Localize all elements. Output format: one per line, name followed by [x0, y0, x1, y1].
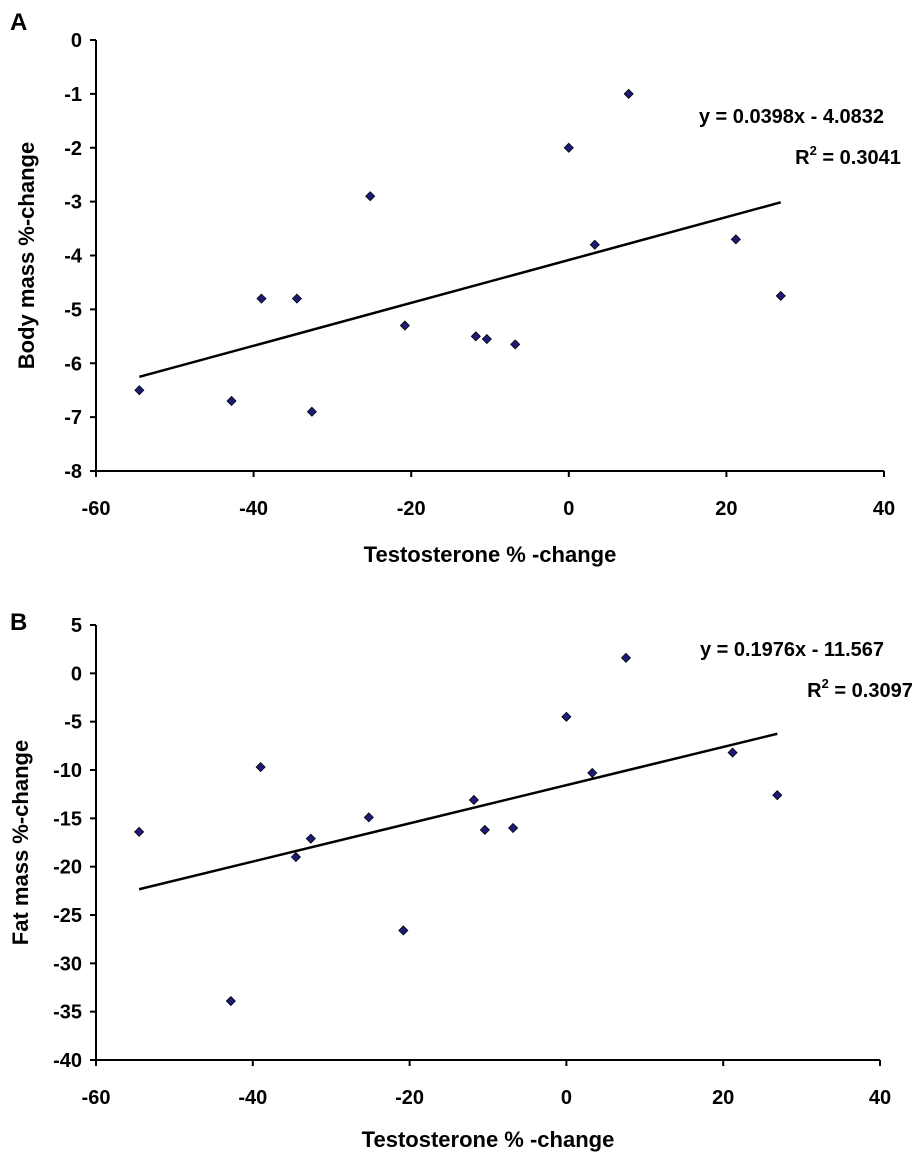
- x-tick-label: 20: [712, 1087, 734, 1109]
- r-squared-symbol: R: [807, 680, 822, 702]
- r-squared-exponent: 2: [810, 143, 817, 158]
- r-squared-label: R2 = 0.3041: [795, 143, 901, 169]
- trend-line: [139, 201, 782, 379]
- r-squared-value: = 0.3097: [829, 680, 913, 702]
- y-tick-label: -2: [64, 138, 82, 160]
- y-tick-label: -15: [53, 808, 82, 830]
- trendline-equation: y = 0.1976x - 11.567: [700, 639, 884, 661]
- x-tick-label: -40: [238, 1087, 267, 1109]
- data-point: [468, 794, 479, 806]
- data-point: [226, 395, 237, 407]
- data-point: [479, 824, 490, 835]
- panel-b: B 50-5-10-15-20-25-30-35-40-60 -40 -20 0 20 40…: [8, 609, 913, 1152]
- data-point: [730, 234, 741, 245]
- data-point: [306, 406, 317, 417]
- data-point: [290, 851, 301, 863]
- y-tick-label: -1: [64, 84, 82, 106]
- data-point: [225, 995, 236, 1007]
- data-point: [255, 762, 266, 773]
- data-point: [134, 385, 145, 396]
- y-tick-label: -6: [64, 353, 82, 375]
- y-tick-label: -30: [53, 953, 82, 975]
- r-squared-value: = 0.3041: [817, 147, 901, 169]
- data-point: [623, 88, 634, 99]
- data-point: [291, 293, 303, 304]
- data-point: [365, 191, 376, 202]
- y-tick-label: -40: [53, 1050, 82, 1072]
- x-tick-label: 20: [715, 498, 737, 520]
- data-point: [561, 711, 572, 722]
- r-squared-label: R2 = 0.3097: [807, 676, 913, 702]
- data-point: [134, 826, 145, 837]
- data-point: [363, 812, 374, 823]
- data-point: [620, 652, 632, 663]
- x-tick-label: 0: [563, 498, 574, 520]
- x-tick-label: 40: [873, 498, 895, 520]
- panel-a: A 0 -1 -2 -3 -4 -5 -6 -7 -8-60 -40 -20 0 20 40 Testoste…: [10, 9, 901, 567]
- panel-letter: A: [10, 9, 27, 36]
- data-point: [772, 790, 783, 801]
- y-tick-label: 0: [71, 663, 82, 685]
- panel-letter: B: [10, 609, 27, 636]
- x-tick-label: -60: [82, 498, 111, 520]
- r-squared-symbol: R: [795, 147, 810, 169]
- data-point: [727, 747, 738, 758]
- y-tick-label: -5: [64, 712, 82, 734]
- x-tick-label: -20: [395, 1087, 424, 1109]
- x-tick-label: 40: [869, 1087, 891, 1109]
- y-tick-label: -8: [64, 461, 82, 483]
- y-tick-label: -4: [64, 246, 83, 268]
- y-axis-title: Body mass %-change: [14, 142, 39, 369]
- y-tick-label: -35: [53, 1002, 82, 1024]
- x-axis-title: Testosterone % -change: [364, 542, 617, 567]
- data-point: [510, 339, 521, 350]
- y-tick-label: 5: [71, 615, 82, 637]
- data-point: [470, 331, 481, 342]
- data-point: [305, 833, 316, 844]
- data-point: [256, 293, 267, 304]
- data-point: [563, 142, 574, 153]
- data-point: [398, 925, 409, 936]
- y-tick-label: -20: [53, 857, 82, 879]
- x-tick-label: 0: [561, 1087, 572, 1109]
- x-axis-title: Testosterone % -change: [362, 1127, 615, 1152]
- r-squared-exponent: 2: [822, 676, 829, 691]
- data-point: [508, 822, 519, 834]
- y-tick-label: -5: [64, 299, 82, 321]
- trendline-equation: y = 0.0398x - 4.0832: [699, 106, 884, 128]
- x-tick-label: -60: [82, 1087, 111, 1109]
- data-point: [589, 239, 600, 250]
- y-axis-title: Fat mass %-change: [8, 740, 33, 945]
- data-point: [399, 320, 410, 331]
- y-tick-label: 0: [71, 30, 82, 52]
- data-point: [587, 767, 598, 778]
- data-point: [775, 290, 786, 301]
- x-tick-label: -20: [397, 498, 426, 520]
- y-tick-label: -7: [64, 407, 82, 429]
- x-tick-label: -40: [239, 498, 268, 520]
- y-tick-label: -3: [64, 192, 82, 214]
- y-tick-label: -10: [53, 760, 82, 782]
- trend-line: [138, 732, 778, 891]
- y-tick-label: -25: [53, 905, 82, 927]
- data-point: [481, 333, 492, 345]
